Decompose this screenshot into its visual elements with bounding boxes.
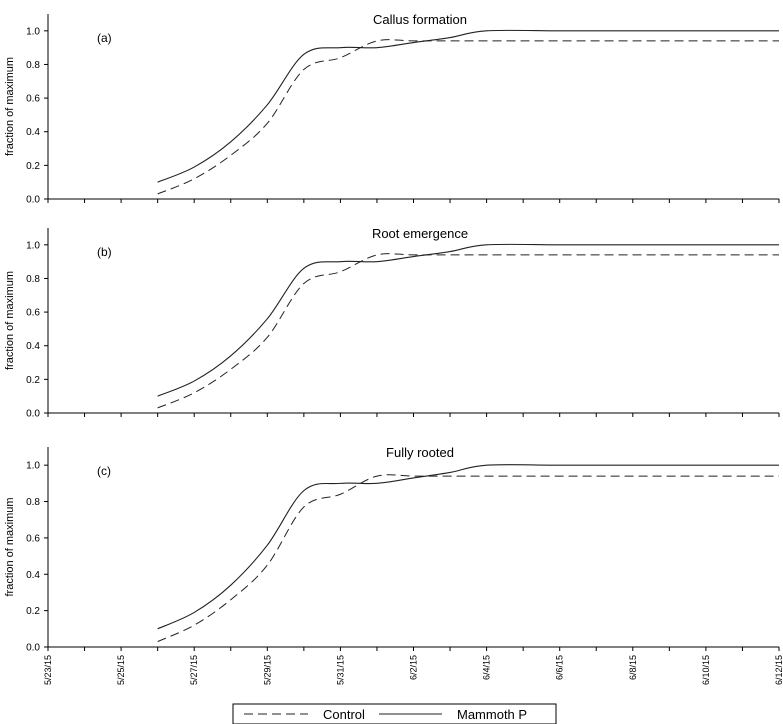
x-tick-label: 5/31/15 — [335, 655, 345, 685]
x-tick-label: 6/2/15 — [409, 655, 419, 680]
panel-title: Root emergence — [372, 226, 468, 241]
y-tick-label: 0.4 — [26, 127, 40, 138]
panel-tag: (b) — [97, 245, 112, 259]
y-tick-label: 0.2 — [26, 161, 40, 172]
y-tick-label: 0.6 — [26, 94, 40, 105]
y-tick-label: 1.0 — [26, 461, 40, 472]
x-tick-label: 6/8/15 — [628, 655, 638, 680]
series-line-control — [157, 253, 779, 409]
series-line-control — [157, 474, 779, 643]
x-tick-label: 5/23/15 — [43, 655, 53, 685]
panel-title: Fully rooted — [386, 445, 454, 460]
y-tick-label: 0.0 — [26, 409, 40, 420]
y-tick-label: 0.2 — [26, 606, 40, 617]
y-axis-label: fraction of maximum — [4, 497, 16, 596]
y-tick-label: 0.8 — [26, 60, 40, 71]
x-tick-label: 6/6/15 — [555, 655, 565, 680]
y-tick-label: 1.0 — [26, 26, 40, 37]
x-tick-label: 6/10/15 — [701, 655, 711, 685]
series-line-mammoth-p — [157, 243, 779, 397]
x-tick-label: 5/29/15 — [262, 655, 272, 685]
y-tick-label: 0.8 — [26, 497, 40, 508]
y-tick-label: 0.2 — [26, 375, 40, 386]
series-line-mammoth-p — [157, 29, 779, 183]
x-tick-label: 5/25/15 — [116, 655, 126, 685]
y-tick-label: 0.0 — [26, 195, 40, 206]
x-tick-label: 6/4/15 — [482, 655, 492, 680]
y-axis-label: fraction of maximum — [4, 271, 16, 370]
legend-label-mammoth-p: Mammoth P — [457, 707, 527, 722]
y-tick-label: 0.6 — [26, 533, 40, 544]
y-axis-label: fraction of maximum — [4, 57, 16, 156]
panel-tag: (a) — [97, 31, 112, 45]
y-tick-label: 0.4 — [26, 570, 40, 581]
y-tick-label: 0.4 — [26, 341, 40, 352]
y-tick-label: 1.0 — [26, 240, 40, 251]
x-tick-label: 5/27/15 — [189, 655, 199, 685]
panel-title: Callus formation — [373, 12, 467, 27]
y-tick-label: 0.0 — [26, 643, 40, 654]
x-tick-label: 6/12/15 — [774, 655, 783, 685]
y-tick-label: 0.6 — [26, 308, 40, 319]
series-line-control — [157, 39, 779, 195]
series-line-mammoth-p — [157, 464, 779, 630]
legend-label-control: Control — [323, 707, 365, 722]
panel-tag: (c) — [97, 464, 111, 478]
y-tick-label: 0.8 — [26, 274, 40, 285]
